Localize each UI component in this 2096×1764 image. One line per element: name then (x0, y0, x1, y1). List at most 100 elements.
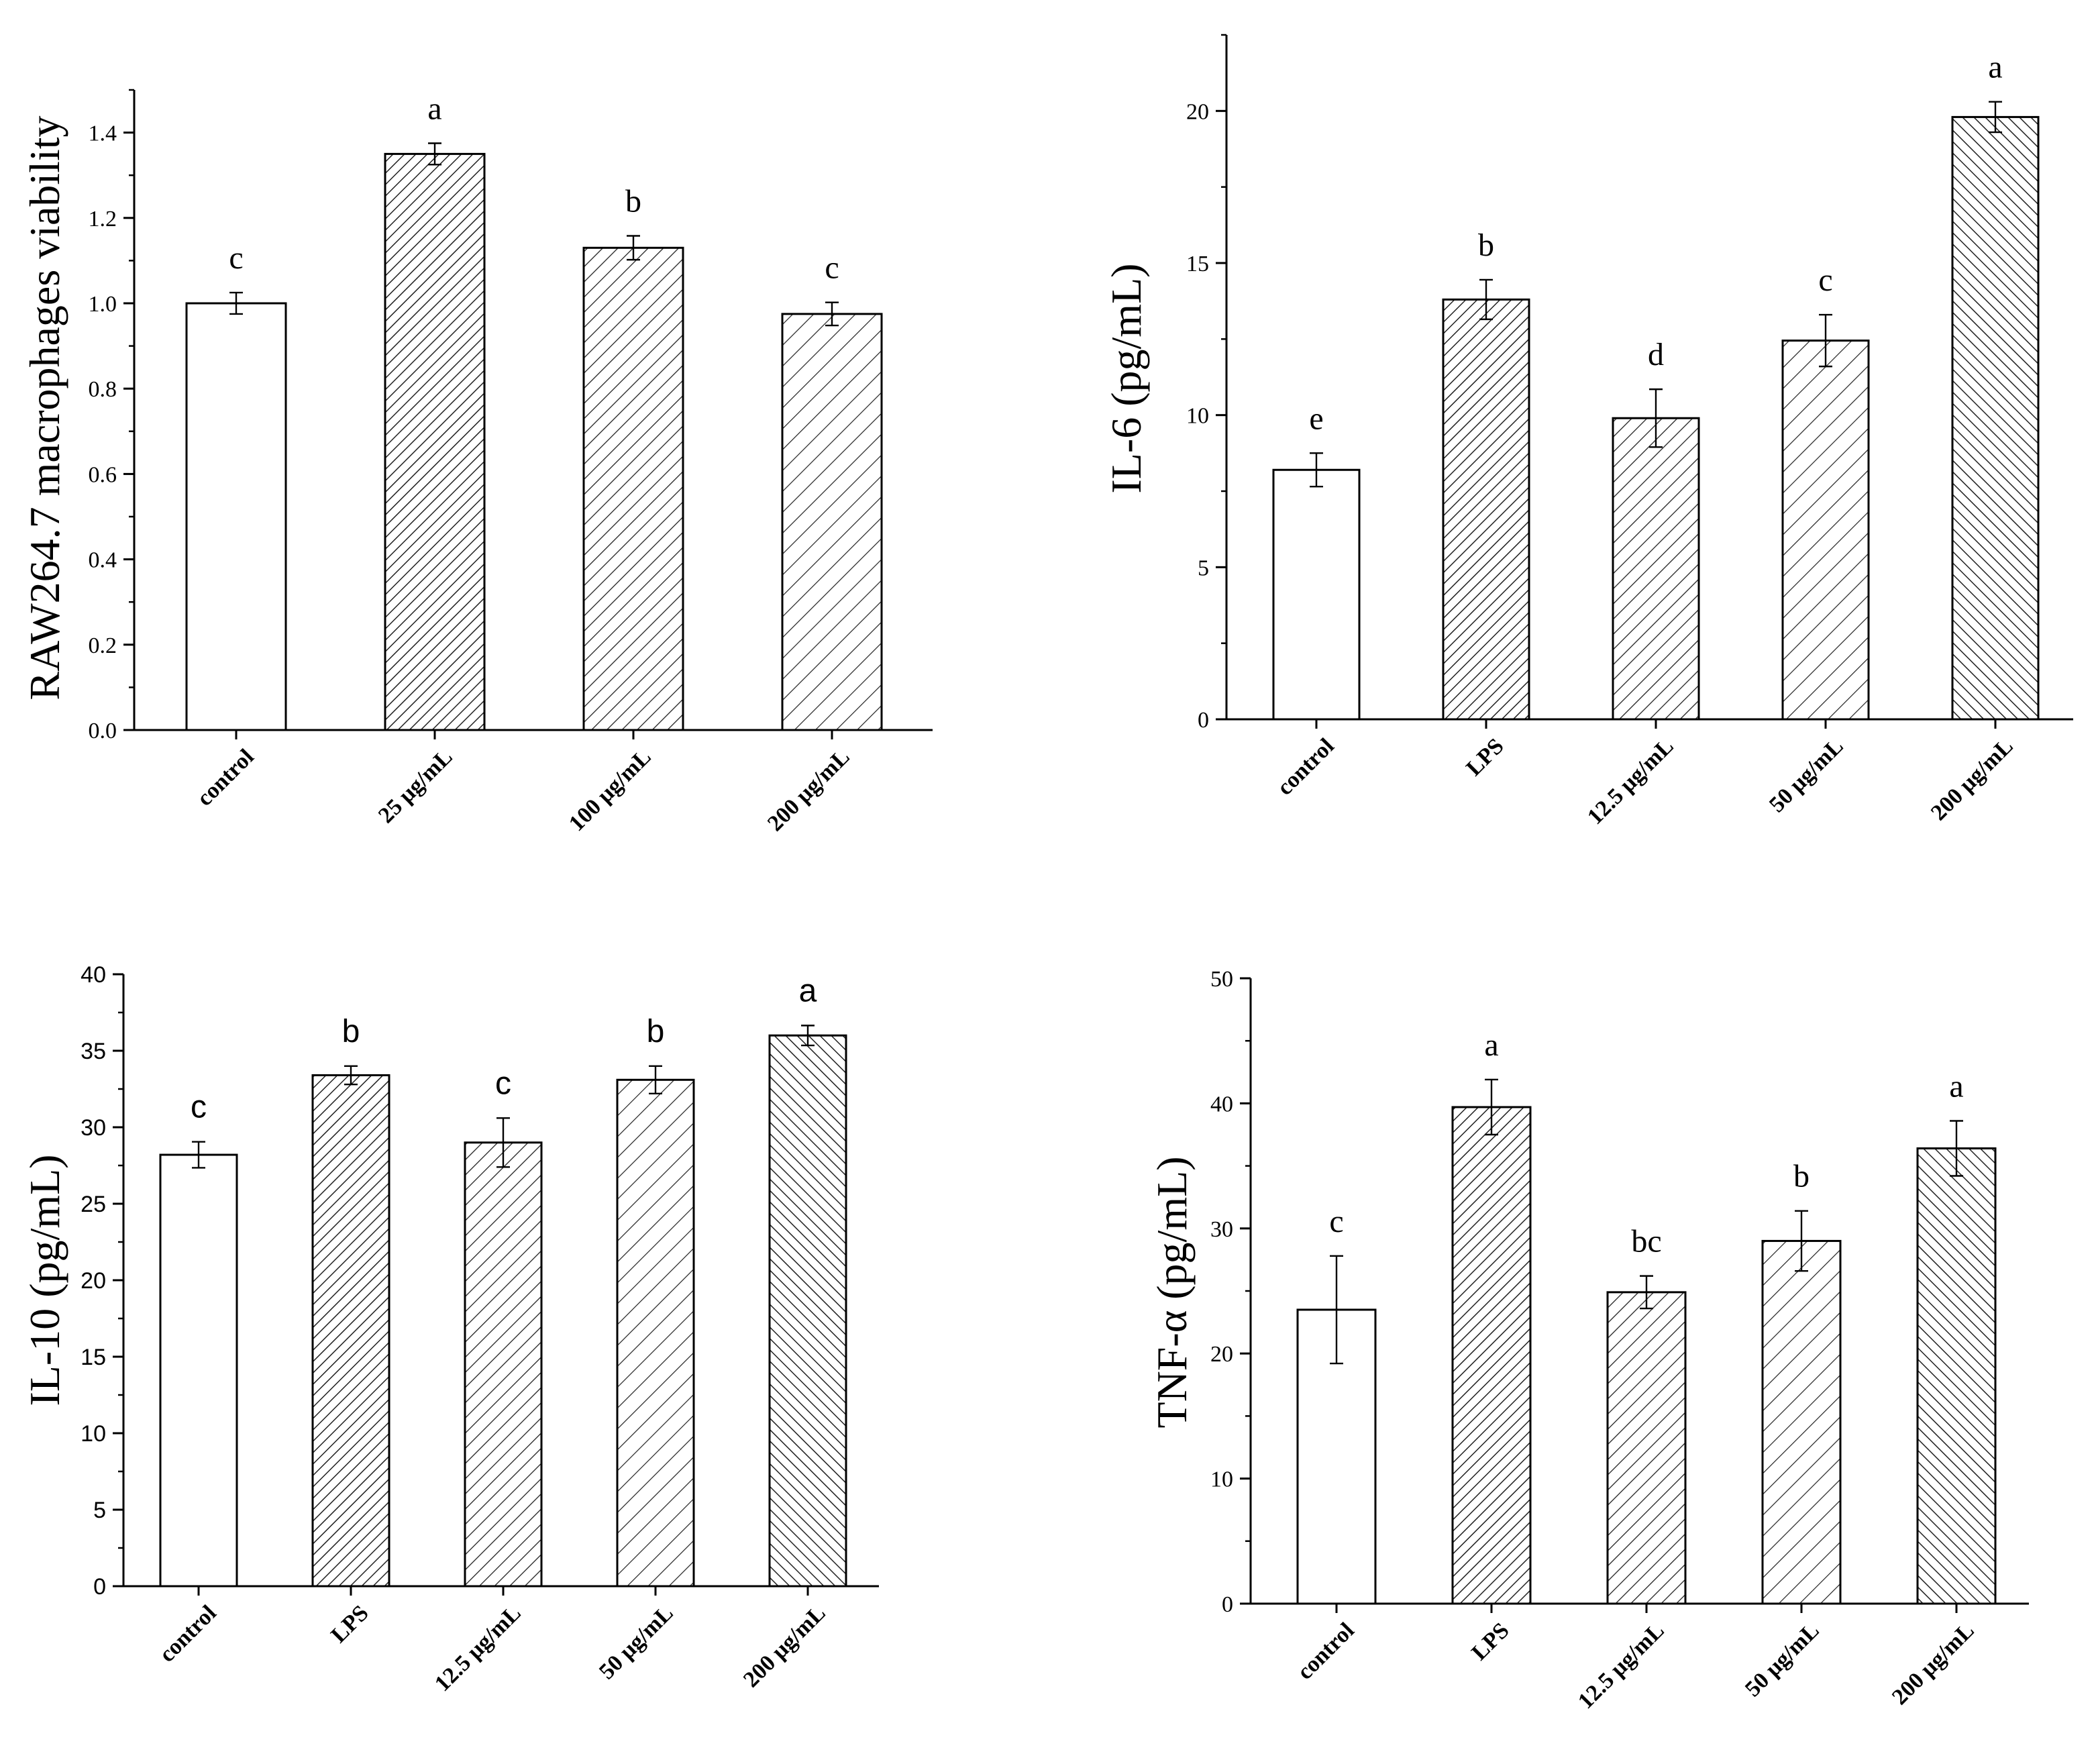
significance-letter: c (191, 1090, 207, 1125)
significance-letter: a (1949, 1068, 1963, 1104)
significance-letter: bc (1631, 1224, 1661, 1259)
ylabel-viability: RAW264.7 macrophages viability (21, 115, 68, 700)
x-category-label: LPS (1467, 1618, 1514, 1665)
error-bar (1795, 1210, 1808, 1272)
y-tick-label: 0.2 (89, 633, 117, 658)
y-tick-label: 1.2 (89, 207, 117, 231)
x-category-label: 12.5 μg/mL (430, 1600, 526, 1696)
y-tick-label: 0.4 (89, 548, 117, 573)
y-tick-label: 30 (1210, 1217, 1233, 1242)
y-tick-label: 5 (93, 1498, 106, 1523)
significance-letter: a (1988, 50, 2002, 85)
bar-control (1272, 468, 1361, 721)
y-tick-label: 0.6 (89, 462, 117, 487)
bar-50-g-ml (1761, 1239, 1842, 1605)
y-tick-label: 10 (1210, 1467, 1233, 1492)
bar-lps (1451, 1106, 1532, 1605)
significance-letter: c (1329, 1204, 1343, 1239)
y-tick-label: 5 (1198, 556, 1209, 580)
bar-control (159, 1153, 238, 1588)
y-tick-label: 1.0 (89, 292, 117, 317)
error-bar (192, 1141, 205, 1169)
bar-200-g-ml (768, 1034, 847, 1588)
significance-letter: d (1648, 337, 1664, 372)
x-category-label: 12.5 μg/mL (1573, 1618, 1669, 1714)
significance-letter: c (825, 250, 839, 286)
ylabel-il10: IL-10 (pg/mL) (21, 1155, 68, 1406)
error-bar (1485, 1078, 1498, 1136)
y-tick-label: 10 (81, 1421, 106, 1447)
y-tick-label: 40 (81, 962, 106, 988)
chart-tnf: 0 10 20 30 40 50 c control a LPS bc 12.5 μg/mL b 50 μ… (1210, 967, 2029, 1714)
y-tick-label: 15 (1186, 252, 1209, 276)
x-category-label: control (154, 1600, 221, 1667)
bar-lps (311, 1074, 390, 1588)
significance-letter: b (342, 1014, 360, 1049)
x-category-label: 200 μg/mL (1887, 1618, 1979, 1710)
bar-12-5-g-ml (1606, 1291, 1687, 1605)
x-category-label: 200 μg/mL (1926, 733, 2018, 825)
y-tick-label: 20 (1210, 1342, 1233, 1367)
x-category-label: LPS (326, 1600, 373, 1647)
chart-il6: 0 5 10 15 20 e control b LPS d 12.5 μg/mL c 50 μg/mL… (1186, 34, 2073, 829)
y-tick-label: 50 (1210, 967, 1233, 992)
error-bar (649, 1065, 662, 1095)
x-category-label: 50 μg/mL (1765, 733, 1848, 817)
y-tick-label: 30 (81, 1115, 106, 1141)
y-tick-label: 10 (1186, 404, 1209, 429)
x-category-label: 200 μg/mL (763, 744, 855, 836)
error-bar (801, 1025, 815, 1047)
significance-letter: e (1309, 401, 1323, 436)
significance-letter: c (1818, 262, 1832, 298)
bar-lps (1442, 298, 1530, 721)
error-bar (1950, 1120, 1963, 1177)
bar-200-g-ml (781, 313, 883, 731)
chart-viability: 0.0 0.2 0.4 0.6 0.8 1.0 1.2 1.4 c control a 25 μg/m… (89, 89, 933, 836)
y-tick-label: 0 (1198, 708, 1209, 733)
error-bar (1640, 1275, 1653, 1310)
significance-letter: b (1793, 1159, 1810, 1194)
bar-50-g-ml (616, 1078, 695, 1588)
ylabel-il6: IL-6 (pg/mL) (1102, 264, 1150, 494)
bar-12-5-g-ml (1612, 417, 1700, 721)
significance-letter: b (647, 1014, 665, 1049)
significance-letter: b (625, 184, 641, 219)
significance-letter: a (799, 973, 817, 1008)
chart-il10: 0 5 10 15 20 25 30 35 40 c control b LPS c 12.5 μg/mL b… (81, 962, 879, 1696)
error-bar (428, 142, 441, 166)
significance-letter: a (1484, 1027, 1498, 1063)
y-tick-label: 25 (81, 1192, 106, 1217)
bar-12-5-g-ml (464, 1141, 543, 1588)
x-category-label: 100 μg/mL (564, 744, 656, 836)
error-bar (1330, 1255, 1343, 1365)
panel-tnf: TNF-α (pg/mL) 0 10 20 30 40 50 c control a LPS bc 1… (1148, 967, 2029, 1714)
y-tick-label: 15 (81, 1345, 106, 1370)
x-category-label: 50 μg/mL (1740, 1618, 1824, 1702)
bar-100-g-ml (582, 246, 684, 731)
x-category-label: control (1292, 1618, 1359, 1684)
bar-200-g-ml (1951, 115, 2040, 721)
significance-letter: a (427, 91, 441, 127)
y-tick-label: 20 (1186, 99, 1209, 124)
x-category-label: 50 μg/mL (594, 1600, 678, 1684)
error-bar (825, 301, 839, 327)
ylabel-tnf: TNF-α (pg/mL) (1148, 1156, 1196, 1428)
significance-letter: c (229, 240, 243, 276)
error-bar (1479, 278, 1493, 321)
y-tick-label: 0.0 (89, 719, 117, 743)
error-bar (1819, 313, 1832, 368)
y-tick-label: 0 (93, 1574, 106, 1600)
y-tick-label: 0 (1222, 1592, 1233, 1617)
x-category-label: control (1272, 733, 1339, 800)
x-category-label: 25 μg/mL (374, 744, 458, 828)
significance-letter: c (495, 1066, 511, 1101)
error-bar (1310, 452, 1323, 488)
y-tick-label: 1.4 (89, 121, 117, 146)
y-tick-label: 20 (81, 1268, 106, 1294)
error-bar (496, 1117, 510, 1168)
bar-50-g-ml (1781, 340, 1870, 721)
x-category-label: 200 μg/mL (739, 1600, 831, 1692)
bar-200-g-ml (1916, 1147, 1997, 1605)
x-category-label: 12.5 μg/mL (1583, 733, 1679, 829)
